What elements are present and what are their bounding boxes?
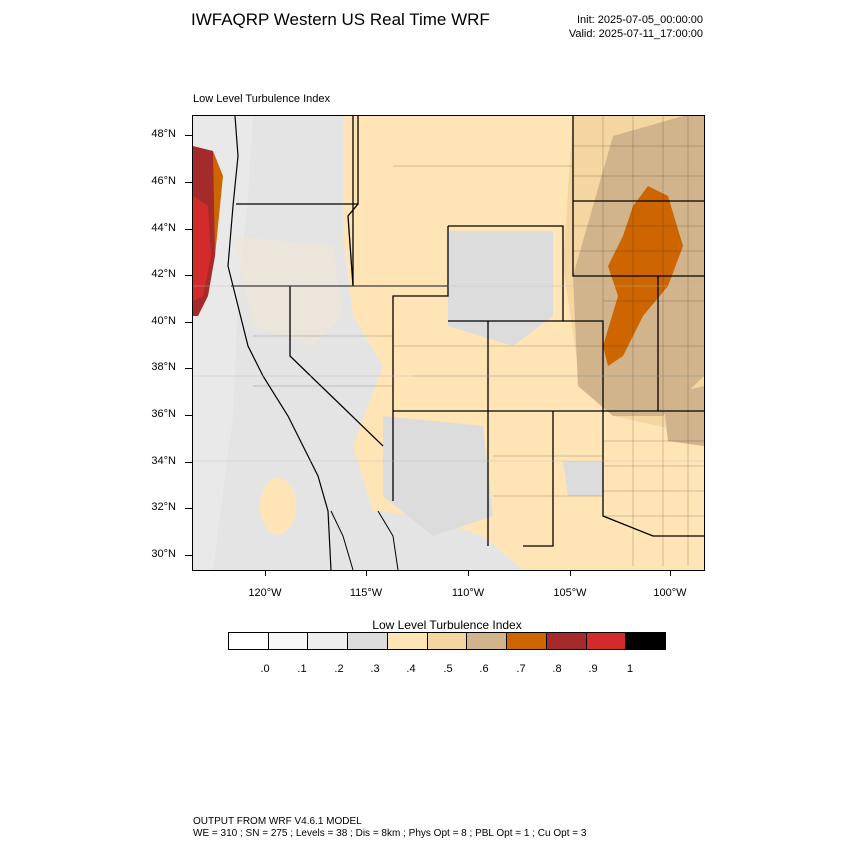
lat-tick [185, 462, 192, 463]
ocean-tan-blob [260, 478, 296, 534]
lat-tick [185, 275, 192, 276]
lon-label-100w: 100°W [640, 587, 700, 599]
brown-patch-oklahoma [663, 386, 704, 446]
lat-label-36n: 36°N [136, 408, 176, 420]
lat-label-46n: 46°N [136, 175, 176, 187]
colorbar-label: .2 [324, 663, 354, 675]
lon-tick [468, 570, 469, 576]
lon-tick [670, 570, 671, 576]
lon-label-105w: 105°W [540, 587, 600, 599]
colorbar-box [348, 633, 388, 649]
colorbar-label: .5 [433, 663, 463, 675]
figure-title: IWFAQRP Western US Real Time WRF [191, 10, 490, 30]
lat-label-40n: 40°N [136, 315, 176, 327]
init-time: Init: 2025-07-05_00:00:00 [577, 14, 703, 26]
lon-tick [265, 570, 266, 576]
lon-label-120w: 120°W [235, 587, 295, 599]
colorbar-box [269, 633, 309, 649]
lat-tick [185, 368, 192, 369]
colorbar-label: .7 [506, 663, 536, 675]
colorbar-label: .9 [578, 663, 608, 675]
colorbar-label: .3 [360, 663, 390, 675]
lat-tick [185, 322, 192, 323]
colorbar-label: .4 [396, 663, 426, 675]
lat-label-38n: 38°N [136, 361, 176, 373]
lon-label-115w: 115°W [336, 587, 396, 599]
lat-tick [185, 229, 192, 230]
lat-tick [185, 508, 192, 509]
lat-tick [185, 182, 192, 183]
lat-label-44n: 44°N [136, 222, 176, 234]
colorbar-box [587, 633, 627, 649]
colorbar-box [229, 633, 269, 649]
gray-patch-nm [563, 461, 603, 496]
lat-label-32n: 32°N [136, 501, 176, 513]
colorbar-box [308, 633, 348, 649]
colorbar-label: .1 [287, 663, 317, 675]
lon-tick [570, 570, 571, 576]
map-canvas [193, 116, 704, 570]
lon-label-110w: 110°W [438, 587, 498, 599]
lat-label-34n: 34°N [136, 455, 176, 467]
colorbar [228, 632, 666, 650]
model-info-line2: WE = 310 ; SN = 275 ; Levels = 38 ; Dis … [193, 828, 586, 839]
lat-label-30n: 30°N [136, 548, 176, 560]
valid-time: Valid: 2025-07-11_17:00:00 [569, 28, 703, 40]
field-label: Low Level Turbulence Index [193, 93, 330, 105]
model-info-line1: OUTPUT FROM WRF V4.6.1 MODEL [193, 816, 362, 827]
colorbar-box [467, 633, 507, 649]
colorbar-label: .0 [250, 663, 280, 675]
colorbar-box [388, 633, 428, 649]
lat-label-48n: 48°N [136, 128, 176, 140]
lat-label-42n: 42°N [136, 268, 176, 280]
lon-tick [366, 570, 367, 576]
colorbar-box [507, 633, 547, 649]
lat-tick [185, 415, 192, 416]
colorbar-box [428, 633, 468, 649]
map-panel [192, 115, 705, 571]
colorbar-label: 1 [615, 663, 645, 675]
lat-tick [185, 135, 192, 136]
colorbar-box [547, 633, 587, 649]
colorbar-box [626, 633, 665, 649]
colorbar-title: Low Level Turbulence Index [228, 618, 666, 632]
lat-tick [185, 555, 192, 556]
colorbar-label: .8 [542, 663, 572, 675]
colorbar-label: .6 [469, 663, 499, 675]
